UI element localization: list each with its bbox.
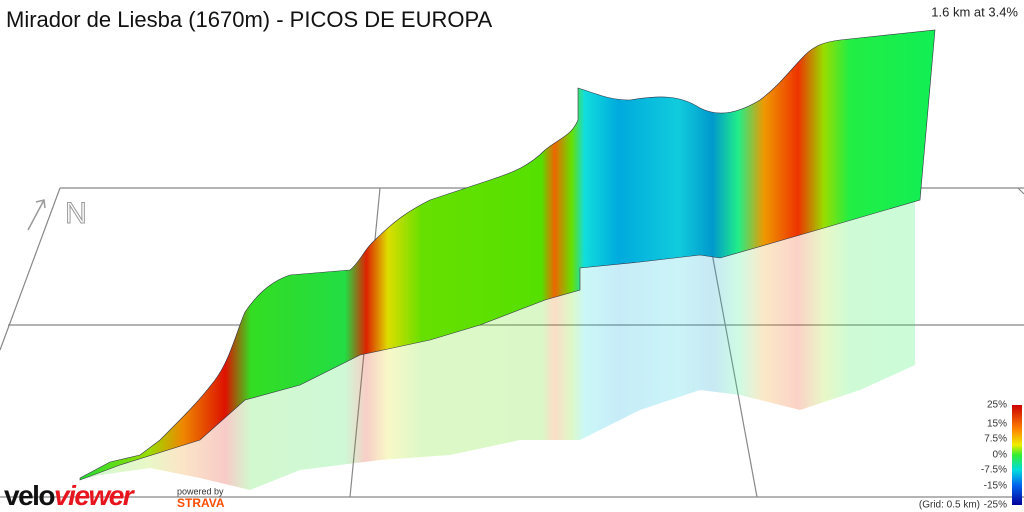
scale-label: 15%	[987, 419, 1007, 430]
segment-stat: 1.6 km at 3.4%	[931, 4, 1018, 19]
scale-label: -15%	[984, 481, 1007, 492]
title: Mirador de Liesba (1670m) - PICOS DE EUR…	[6, 7, 493, 32]
compass-letter: N	[65, 197, 87, 230]
scale-label: 0%	[993, 450, 1008, 461]
powered-by: powered by	[177, 486, 224, 496]
scale-label: -25%	[984, 500, 1007, 511]
scale-label: 25%	[987, 400, 1007, 411]
strava-logo: STRAVA	[177, 496, 225, 510]
compass	[27, 199, 46, 231]
scale-label: 7.5%	[984, 434, 1007, 445]
logo: veloviewer	[4, 480, 136, 511]
logo-part: velo	[4, 480, 55, 511]
profile-ribbon	[79, 29, 936, 481]
profile-reflection	[80, 200, 915, 490]
scale-label: -7.5%	[981, 465, 1007, 476]
gradient-scale	[1012, 405, 1022, 505]
grid-note: (Grid: 0.5 km)	[919, 500, 980, 511]
logo-part: viewer	[54, 480, 136, 511]
